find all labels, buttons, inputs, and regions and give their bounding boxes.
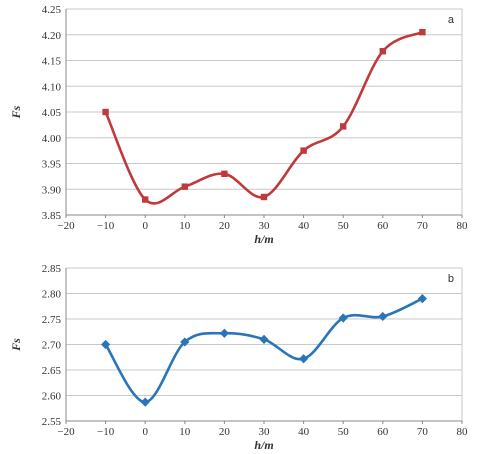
panel-b-x-axis-title: h/m — [254, 438, 273, 452]
panel-a-data-point — [102, 108, 109, 116]
panel-a-y-tick-label: 3.85 — [42, 210, 62, 222]
panel-b-x-tick-label: −10 — [97, 426, 115, 438]
panel-b-data-point — [140, 397, 150, 407]
panel-a-y-tick-label: 4.20 — [42, 30, 62, 42]
panel-a-y-tick-label: 3.90 — [42, 184, 62, 196]
panel-b-x-tick-label: 20 — [219, 426, 231, 438]
panel-b-y-tick-label: 2.80 — [42, 289, 62, 301]
chart-panel-b: 2.55 2.60 2.65 2.70 2.75 2.80 2.85 −20 −10 0 10 20 3… — [9, 263, 468, 452]
panel-a-x-tick-label: 40 — [298, 220, 310, 232]
panel-b-x-tick-label: 70 — [417, 426, 429, 438]
panel-a-y-axis-title: Fs — [9, 105, 23, 119]
panel-b-x-tick-label: −20 — [57, 426, 75, 438]
panel-b-data-point — [219, 328, 229, 338]
panel-a-x-tick-label: −10 — [97, 220, 115, 232]
panel-b-y-axis-title: Fs — [9, 338, 23, 352]
panel-a-y-tick-label: 4.15 — [42, 56, 62, 68]
panel-a-data-point — [260, 193, 268, 201]
panel-b-y-tick-label: 2.75 — [42, 314, 62, 326]
panel-b-label: b — [448, 273, 454, 285]
panel-a-data-point — [221, 170, 228, 177]
panel-b-x-tick-label: 30 — [259, 426, 271, 438]
panel-a-x-tick-label: 60 — [377, 220, 389, 232]
panel-a-x-tick-label: 80 — [457, 220, 469, 232]
panel-b-x-tick-label: 10 — [179, 426, 191, 438]
panel-a-x-tick-label: 50 — [338, 220, 350, 232]
panel-b-y-tick-label: 2.60 — [42, 391, 62, 403]
panel-b-data-point — [378, 311, 388, 322]
panel-a-x-tick-label: 70 — [417, 220, 429, 232]
panel-a-y-tick-label: 4.25 — [42, 4, 62, 16]
panel-a-y-tick-label: 3.95 — [42, 159, 62, 171]
panel-b-x-tick-label: 80 — [457, 426, 469, 438]
panel-a-y-tick-label: 4.05 — [42, 107, 62, 119]
panel-b-x-tick-label: 40 — [298, 426, 310, 438]
panel-b-y-tick-label: 2.70 — [42, 340, 62, 352]
panel-a-x-tick-label: 10 — [179, 220, 191, 232]
panel-a-x-axis-title: h/m — [254, 232, 273, 246]
panel-a-x-tick-label: 20 — [219, 220, 231, 232]
panel-b-data-point — [338, 313, 348, 323]
chart-panel-a: 3.85 3.90 3.95 4.00 4.05 4.10 4.15 4.20 4.25 −20 −… — [9, 4, 468, 246]
panel-b-data-point — [259, 334, 269, 344]
panel-b-y-tick-label: 2.65 — [42, 365, 62, 377]
panel-a-data-point — [340, 123, 347, 130]
panel-b-data-point — [180, 337, 190, 347]
panel-a-data-point — [181, 183, 188, 190]
panel-a-data-point — [379, 48, 386, 55]
panel-b-y-tick-label: 2.55 — [42, 416, 62, 428]
panel-b-data-point — [299, 354, 309, 364]
panel-a-data-point — [300, 147, 307, 154]
panel-b-x-tick-label: 50 — [338, 426, 350, 438]
panel-a-data-point — [142, 196, 149, 203]
panel-a-series-line — [104, 30, 424, 205]
panel-b-series-line — [104, 297, 424, 404]
panel-a-data-point — [419, 28, 426, 36]
panel-a-x-tick-label: −20 — [57, 220, 75, 232]
panel-b-x-tick-label: 0 — [142, 426, 148, 438]
panel-a-label: a — [448, 14, 455, 26]
panel-a-x-tick-label: 30 — [259, 220, 271, 232]
panel-a-y-tick-label: 4.00 — [42, 133, 62, 145]
panel-b-y-tick-label: 2.85 — [42, 263, 62, 275]
panel-a-y-tick-label: 4.10 — [42, 81, 62, 93]
panel-b-data-point — [417, 294, 427, 304]
panel-b-data-point — [101, 339, 111, 350]
panel-b-x-tick-label: 60 — [377, 426, 389, 438]
panel-a-x-tick-label: 0 — [142, 220, 148, 232]
